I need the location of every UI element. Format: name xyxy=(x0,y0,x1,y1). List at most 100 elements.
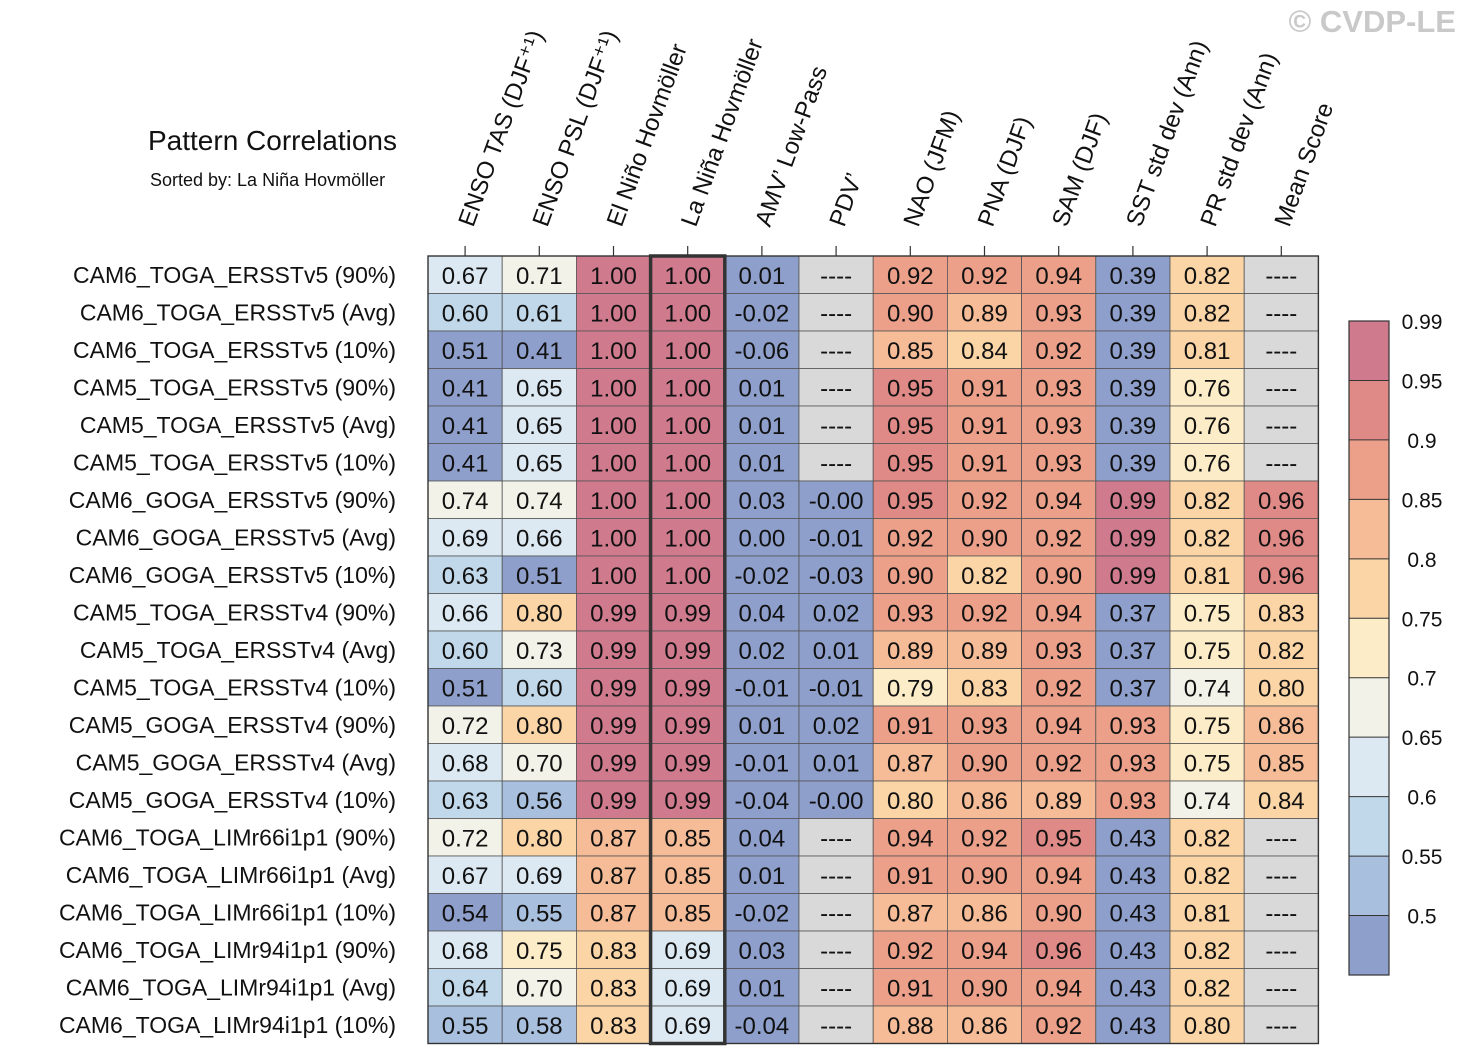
heatmap-cell xyxy=(427,293,503,332)
heatmap-cell xyxy=(576,893,652,932)
heatmap-cell xyxy=(1095,368,1171,407)
heatmap-cell xyxy=(1243,743,1319,782)
cell-value: 0.04 xyxy=(739,600,786,627)
row-label: CAM5_TOGA_ERSSTv4 (10%) xyxy=(73,674,396,700)
cell-value: 0.03 xyxy=(739,488,786,515)
cell-value: 0.94 xyxy=(1035,263,1082,290)
cell-value: 0.94 xyxy=(1035,713,1082,740)
cell-value: 0.70 xyxy=(516,975,563,1002)
cell-value: -0.01 xyxy=(735,750,790,777)
cell-value: 0.70 xyxy=(516,750,563,777)
heatmap-cell xyxy=(1021,930,1097,969)
cell-value: 0.90 xyxy=(1035,563,1082,590)
cell-value: -0.06 xyxy=(735,338,790,365)
cell-value: 0.83 xyxy=(590,938,637,965)
cell-value: 0.63 xyxy=(442,563,489,590)
heatmap-cell xyxy=(501,968,577,1007)
cell-value: 0.94 xyxy=(1035,863,1082,890)
heatmap-cell xyxy=(1021,518,1097,557)
cell-value: 0.83 xyxy=(590,1013,637,1040)
row-label: CAM6_GOGA_ERSSTv5 (Avg) xyxy=(76,524,396,550)
cell-value: 0.85 xyxy=(887,338,934,365)
heatmap-cell xyxy=(872,293,948,332)
heatmap-cell xyxy=(947,630,1023,669)
heatmap-cell xyxy=(1169,743,1245,782)
column-label: La Niña Hovmöller xyxy=(676,35,769,230)
cell-value: 0.99 xyxy=(664,713,711,740)
cell-value: 0.91 xyxy=(961,375,1008,402)
heatmap-cell xyxy=(427,818,503,857)
heatmap-cell xyxy=(650,593,726,632)
cell-value: 0.91 xyxy=(961,450,1008,477)
cell-value: 0.67 xyxy=(442,863,489,890)
cell-value: 0.93 xyxy=(1110,788,1157,815)
colorbar-label: 0.7 xyxy=(1407,668,1436,691)
cell-value: 0.93 xyxy=(1035,450,1082,477)
cell-value: 0.41 xyxy=(516,338,563,365)
heatmap-cell xyxy=(1169,405,1245,444)
heatmap-cell xyxy=(724,293,800,332)
cell-value: 0.99 xyxy=(1110,563,1157,590)
watermark: © CVDP-LE xyxy=(1288,4,1456,39)
heatmap-cell xyxy=(1021,1005,1097,1044)
cell-value: 0.94 xyxy=(961,938,1008,965)
cell-value: 0.89 xyxy=(887,638,934,665)
colorbar-segment xyxy=(1349,558,1389,619)
heatmap-cell xyxy=(650,893,726,932)
cell-value: 0.93 xyxy=(1035,300,1082,327)
heatmap-cell xyxy=(1169,705,1245,744)
cell-value: 0.72 xyxy=(442,713,489,740)
cell-value: 1.00 xyxy=(664,450,711,477)
cell-value: 0.81 xyxy=(1184,563,1231,590)
heatmap-cell xyxy=(1095,780,1171,819)
cell-value: 0.92 xyxy=(961,600,1008,627)
cell-value: 0.94 xyxy=(1035,488,1082,515)
cell-value: 0.04 xyxy=(739,825,786,852)
heatmap-cell xyxy=(501,855,577,894)
cell-value: 0.92 xyxy=(961,263,1008,290)
colorbar-segment xyxy=(1349,915,1389,975)
heatmap-border xyxy=(427,255,1320,1045)
heatmap-cell xyxy=(427,893,503,932)
cell-value: 0.95 xyxy=(887,375,934,402)
cell-value: 0.99 xyxy=(1110,488,1157,515)
colorbar-label: 0.55 xyxy=(1402,846,1443,869)
cell-value: 0.85 xyxy=(664,825,711,852)
cell-value: 0.90 xyxy=(961,525,1008,552)
cell-value: 0.86 xyxy=(961,900,1008,927)
heatmap-cell xyxy=(1095,330,1171,369)
cell-value: 0.43 xyxy=(1110,863,1157,890)
heatmap-cell xyxy=(650,968,726,1007)
cell-value: 0.93 xyxy=(1035,375,1082,402)
cell-value: 0.41 xyxy=(442,413,489,440)
cell-value: ---- xyxy=(1265,900,1297,927)
heatmap-cell xyxy=(1169,255,1245,294)
cell-value: 0.87 xyxy=(590,863,637,890)
heatmap-cell xyxy=(576,930,652,969)
cell-value: ---- xyxy=(820,975,852,1002)
cell-value: 0.91 xyxy=(887,863,934,890)
heatmap-cell xyxy=(798,330,874,369)
heatmap-cell xyxy=(1243,518,1319,557)
cell-value: 0.83 xyxy=(590,975,637,1002)
heatmap-cell xyxy=(1095,893,1171,932)
cell-value: 0.69 xyxy=(516,863,563,890)
heatmap-cell xyxy=(501,255,577,294)
cell-value: 0.69 xyxy=(664,938,711,965)
cell-value: 0.60 xyxy=(442,638,489,665)
chart-subtitle: Sorted by: La Niña Hovmöller xyxy=(150,170,386,190)
cell-value: 0.90 xyxy=(961,975,1008,1002)
heatmap-cell xyxy=(724,593,800,632)
cell-value: 0.51 xyxy=(516,563,563,590)
cell-value: ---- xyxy=(1265,938,1297,965)
cell-value: 0.85 xyxy=(664,863,711,890)
colorbar-label: 0.5 xyxy=(1407,906,1436,929)
cell-value: ---- xyxy=(820,300,852,327)
heatmap-cell xyxy=(427,443,503,482)
cell-value: 0.43 xyxy=(1110,1013,1157,1040)
heatmap-cell xyxy=(427,1005,503,1044)
cell-value: 0.95 xyxy=(1035,825,1082,852)
cell-value: 0.01 xyxy=(739,450,786,477)
cell-value: 0.39 xyxy=(1110,263,1157,290)
